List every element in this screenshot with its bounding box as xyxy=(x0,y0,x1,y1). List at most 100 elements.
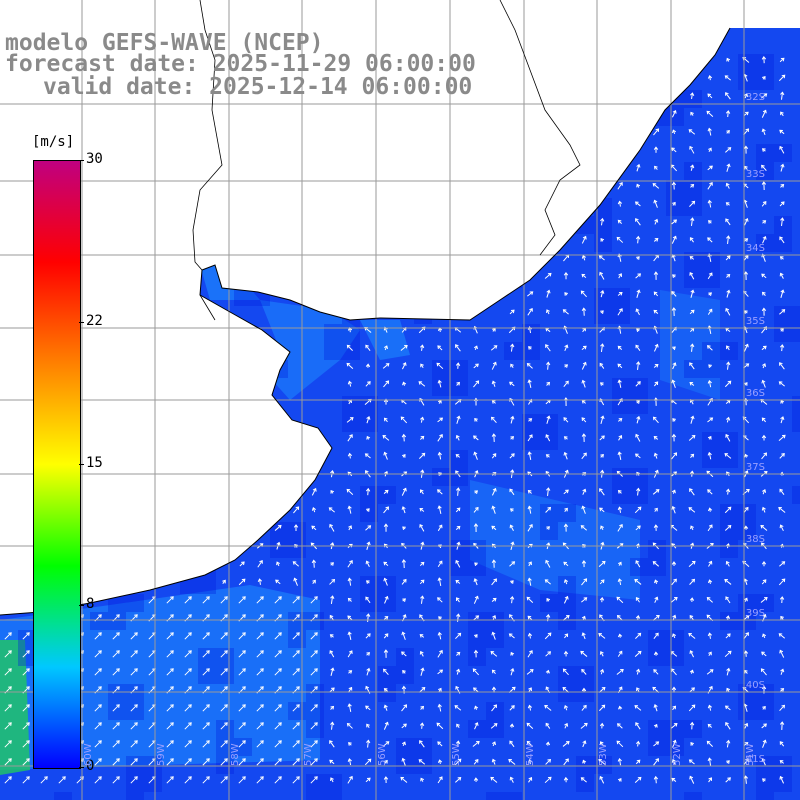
direction-arrow xyxy=(438,380,442,388)
direction-arrow xyxy=(148,776,156,784)
direction-arrow xyxy=(437,417,443,423)
direction-arrow xyxy=(383,506,389,514)
direction-arrow xyxy=(456,416,460,424)
direction-arrow xyxy=(492,381,496,387)
direction-arrowhead xyxy=(402,381,407,386)
direction-arrowhead xyxy=(331,687,335,692)
direction-arrowhead xyxy=(761,542,765,547)
direction-arrowhead xyxy=(652,686,657,691)
direction-arrowhead xyxy=(314,668,318,672)
direction-arrowhead xyxy=(224,668,228,672)
direction-arrowhead xyxy=(690,415,695,420)
direction-arrowhead xyxy=(600,469,605,474)
direction-arrow xyxy=(148,668,156,676)
direction-arrow xyxy=(635,722,641,730)
direction-arrow xyxy=(761,165,767,171)
direction-arrowhead xyxy=(743,271,749,275)
direction-arrow xyxy=(402,758,406,766)
direction-arrow xyxy=(762,740,766,748)
direction-arrowhead xyxy=(725,202,730,206)
direction-arrow xyxy=(275,579,281,585)
direction-arrowhead xyxy=(778,381,783,385)
direction-arrow xyxy=(437,741,443,747)
direction-arrow xyxy=(672,506,676,514)
direction-arrowhead xyxy=(438,776,443,780)
direction-arrowhead xyxy=(726,235,731,239)
direction-arrowhead xyxy=(653,524,659,528)
direction-arrow xyxy=(292,722,300,730)
direction-arrowhead xyxy=(224,650,228,654)
direction-arrow xyxy=(274,776,282,784)
direction-arrow xyxy=(781,218,783,226)
direction-arrowhead xyxy=(688,129,693,133)
direction-arrow xyxy=(672,254,676,262)
direction-arrowhead xyxy=(599,596,605,601)
direction-arrow xyxy=(706,669,714,675)
direction-arrow xyxy=(725,633,731,639)
direction-arrowhead xyxy=(637,273,642,277)
direction-arrow xyxy=(310,650,318,658)
direction-arrow xyxy=(671,236,677,244)
direction-arrowhead xyxy=(134,776,138,780)
direction-arrow xyxy=(454,705,462,711)
direction-arrow xyxy=(707,93,713,99)
direction-arrow xyxy=(292,632,300,640)
direction-arrowhead xyxy=(547,506,552,511)
direction-arrowhead xyxy=(744,742,749,746)
direction-arrowhead xyxy=(383,417,388,422)
direction-arrow xyxy=(654,200,658,208)
direction-arrowhead xyxy=(691,704,696,709)
direction-arrow xyxy=(238,596,246,604)
direction-arrowhead xyxy=(581,433,587,437)
direction-arrow xyxy=(563,254,569,262)
direction-arrowhead xyxy=(618,686,623,691)
direction-arrowhead xyxy=(743,775,748,779)
direction-arrow xyxy=(256,776,264,784)
direction-arrowhead xyxy=(257,578,263,583)
direction-arrow xyxy=(671,399,677,405)
direction-arrowhead xyxy=(760,524,765,529)
direction-arrow xyxy=(635,560,641,568)
direction-arrowhead xyxy=(744,165,748,170)
direction-arrowhead xyxy=(779,721,785,725)
direction-arrow xyxy=(779,362,785,370)
direction-arrowhead xyxy=(655,128,660,133)
direction-arrow xyxy=(22,704,30,712)
direction-arrowhead xyxy=(780,399,785,404)
direction-arrowhead xyxy=(745,615,750,619)
direction-arrowhead xyxy=(419,507,424,512)
direction-arrowhead xyxy=(743,650,749,654)
high-speed-patch xyxy=(0,640,30,775)
direction-arrowhead xyxy=(116,614,120,618)
direction-arrowhead xyxy=(510,469,515,473)
direction-arrow xyxy=(725,255,731,261)
direction-arrowhead xyxy=(779,344,785,348)
direction-arrowhead xyxy=(437,597,441,601)
direction-arrowhead xyxy=(726,416,731,421)
direction-arrowhead xyxy=(761,434,767,439)
direction-arrowhead xyxy=(582,472,587,476)
direction-arrow xyxy=(419,740,425,748)
direction-arrowhead xyxy=(420,667,425,672)
direction-arrowhead xyxy=(348,670,353,674)
direction-arrow xyxy=(744,579,748,585)
direction-arrowhead xyxy=(619,523,623,528)
colorbar-tick-mark xyxy=(79,160,84,161)
direction-arrowhead xyxy=(779,649,784,654)
direction-arrowhead xyxy=(635,218,639,222)
direction-arrow xyxy=(383,380,389,388)
direction-arrowhead xyxy=(475,615,480,619)
direction-arrow xyxy=(564,344,568,352)
direction-arrow xyxy=(617,182,623,190)
direction-arrowhead xyxy=(691,687,695,692)
direction-arrow xyxy=(670,525,678,531)
direction-arrowhead xyxy=(329,759,333,764)
direction-arrow xyxy=(779,201,785,207)
direction-arrowhead xyxy=(762,778,766,782)
direction-arrowhead xyxy=(260,668,264,672)
direction-arrow xyxy=(563,489,569,495)
direction-arrow xyxy=(726,164,730,172)
direction-arrowhead xyxy=(724,579,728,583)
direction-arrowhead xyxy=(763,326,768,331)
direction-arrowhead xyxy=(509,397,513,402)
